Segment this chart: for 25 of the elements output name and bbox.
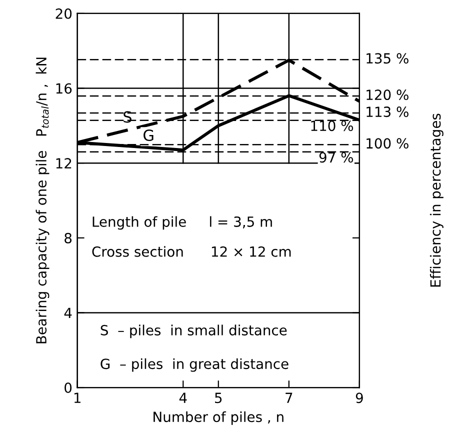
- x-tick-label: 9: [356, 392, 363, 404]
- annotation: Cross section 12 × 12 cm: [92, 246, 291, 257]
- ref-line-label: 110 %: [311, 120, 354, 132]
- ref-line-label: 97 %: [319, 152, 354, 163]
- y-axis-title: Bearing capacity of one pile P$_{total}$/n , kN: [36, 58, 50, 344]
- y-tick-label: 4: [64, 308, 72, 318]
- ref-line-label: 135 %: [366, 53, 408, 64]
- ref-line-label: 120 %: [366, 90, 408, 100]
- x-axis-title: Number of piles , n: [154, 411, 284, 425]
- y2-axis-title: Efficiency in percentages: [430, 114, 444, 287]
- annotation: G – piles in great distance: [100, 358, 288, 372]
- ref-line-label: 113 %: [366, 106, 408, 118]
- annotation: Length of pile l = 3,5 m: [92, 216, 272, 230]
- y-tick-label: 20: [56, 8, 72, 19]
- y-tick-label: 16: [56, 83, 72, 94]
- y-tick-label: 12: [56, 158, 72, 168]
- y-tick-label: 0: [64, 382, 72, 393]
- x-tick-label: 1: [74, 392, 80, 403]
- ref-line-label: 100 %: [366, 138, 408, 149]
- x-tick-label: 4: [179, 392, 187, 403]
- x-tick-label: 7: [286, 392, 292, 403]
- series-label: G: [144, 130, 154, 142]
- x-tick-label: 5: [215, 392, 222, 404]
- annotation: S – piles in small distance: [100, 324, 287, 338]
- y-tick-label: 8: [64, 232, 72, 244]
